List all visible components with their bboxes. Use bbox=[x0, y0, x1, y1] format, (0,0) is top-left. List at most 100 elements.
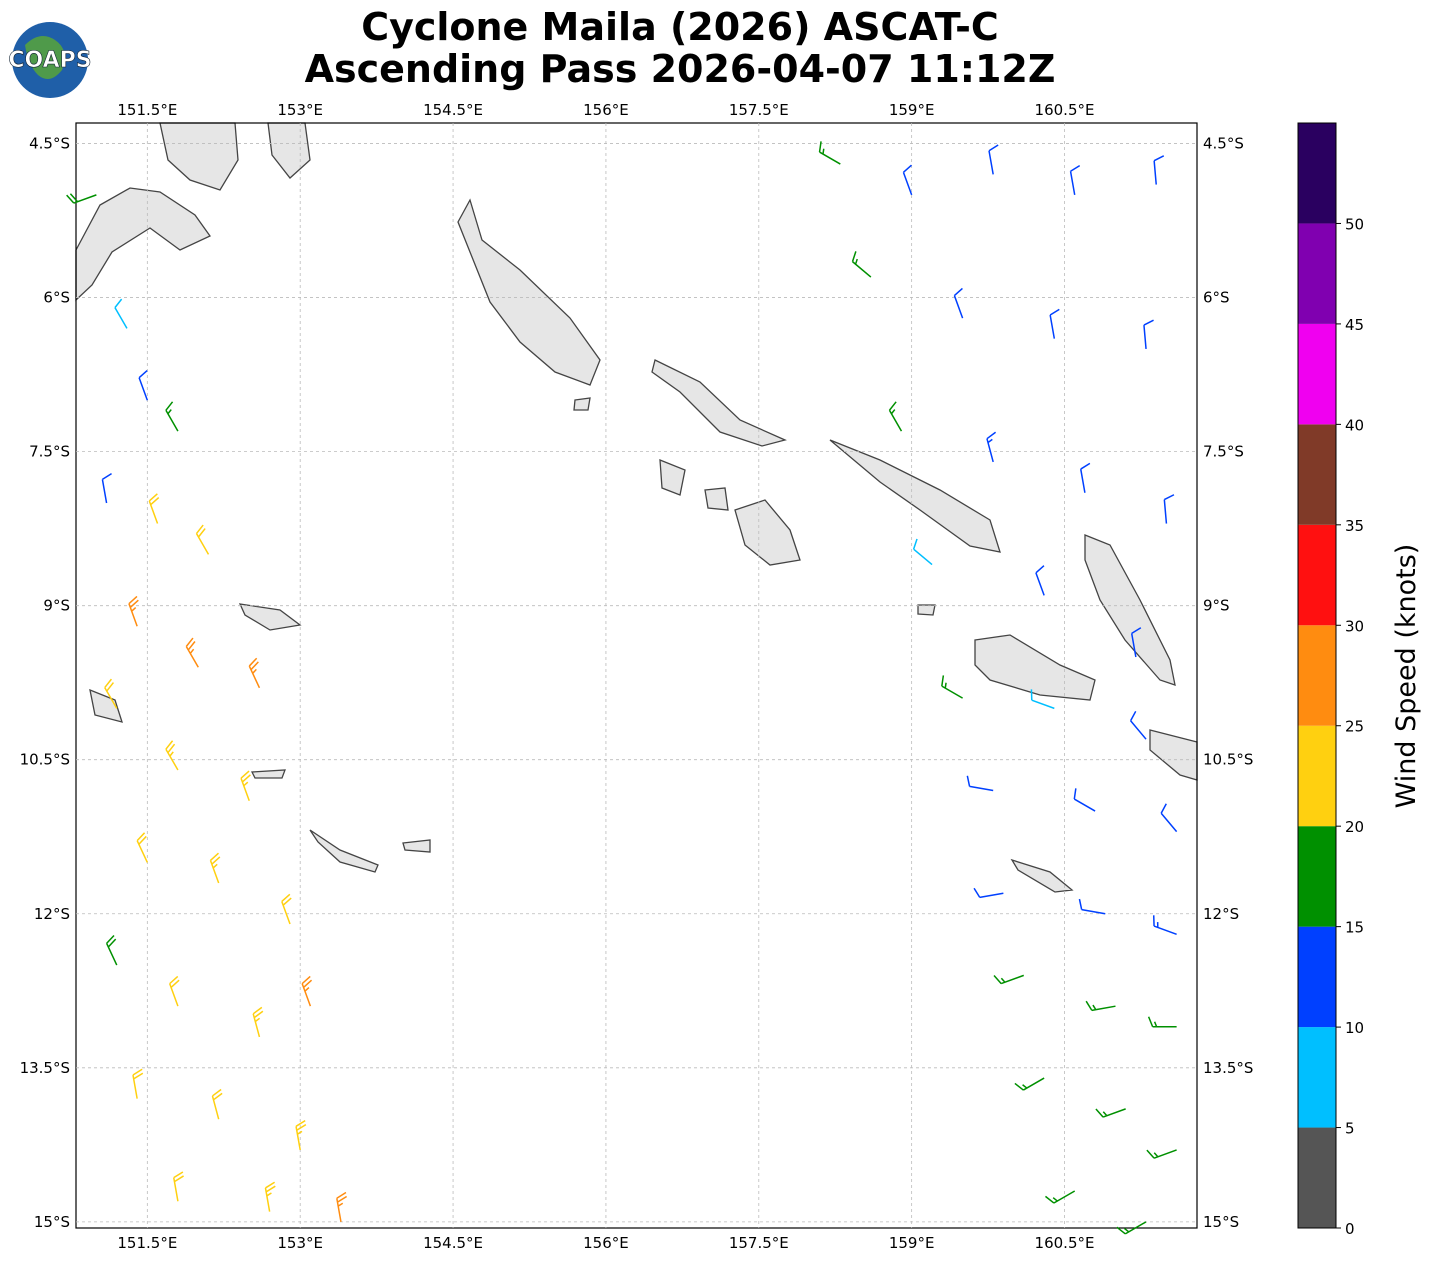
colorbar-bin bbox=[1298, 323, 1336, 425]
wind-barb bbox=[988, 144, 999, 175]
x-tick-label: 151.5°E bbox=[117, 1234, 177, 1252]
wind-barb bbox=[986, 431, 997, 463]
y-tick-label: 13.5°S bbox=[1203, 1059, 1253, 1077]
logo-text: COAPS bbox=[8, 48, 91, 73]
wind-barb bbox=[966, 775, 994, 792]
wind-barb bbox=[168, 975, 180, 1007]
y-tick-label: 15°S bbox=[34, 1213, 70, 1231]
wind-barb bbox=[209, 852, 221, 884]
wind-barb bbox=[1035, 565, 1045, 596]
title: Cyclone Maila (2026) ASCAT-C bbox=[361, 5, 999, 49]
wind-barb bbox=[104, 678, 118, 709]
x-tick-label: 153°E bbox=[277, 1234, 323, 1252]
wind-barb bbox=[851, 251, 872, 278]
wind-barb bbox=[1147, 1016, 1177, 1028]
wind-barbs bbox=[66, 141, 1178, 1235]
wind-barb bbox=[953, 287, 964, 319]
y-tick-label: 10.5°S bbox=[1203, 751, 1253, 769]
wind-barb bbox=[136, 832, 149, 863]
wind-barb bbox=[248, 657, 261, 689]
wind-barb bbox=[1044, 1190, 1076, 1204]
y-tick-label: 7.5°S bbox=[29, 443, 70, 461]
colorbar-bin bbox=[1298, 926, 1336, 1028]
colorbar-tick-label: 30 bbox=[1345, 617, 1364, 635]
colorbar-tick-label: 5 bbox=[1345, 1120, 1355, 1138]
colorbar-bin bbox=[1298, 725, 1336, 827]
wind-barb bbox=[336, 1191, 348, 1222]
wind-barb bbox=[1152, 915, 1177, 935]
x-tick-label: 153°E bbox=[277, 101, 323, 119]
y-tick-label: 12°S bbox=[1203, 905, 1239, 923]
wind-barb bbox=[165, 401, 179, 432]
x-tick-label: 159°E bbox=[889, 1234, 935, 1252]
colorbar-bin bbox=[1298, 625, 1336, 726]
wind-barb bbox=[1049, 308, 1060, 339]
y-tick-label: 9°S bbox=[43, 597, 70, 615]
wind-barb bbox=[148, 493, 160, 524]
wind-barb bbox=[993, 974, 1025, 985]
wind-barb bbox=[1153, 155, 1165, 185]
wind-barb bbox=[281, 893, 292, 925]
wind-barb bbox=[132, 1068, 144, 1099]
wind-barb bbox=[818, 141, 841, 165]
wind-barb bbox=[165, 740, 179, 771]
wind-barb bbox=[128, 595, 139, 627]
x-tick-label: 151.5°E bbox=[117, 101, 177, 119]
wind-barb bbox=[173, 1171, 184, 1202]
wind-barb bbox=[941, 675, 963, 699]
colorbar-bin bbox=[1298, 1127, 1336, 1228]
wind-barb bbox=[105, 934, 118, 966]
colorbar-frame bbox=[1297, 122, 1337, 1229]
colorbar-tick-label: 50 bbox=[1345, 215, 1364, 233]
x-tick-label: 159°E bbox=[889, 101, 935, 119]
wind-barb bbox=[264, 1181, 276, 1212]
wind-barb bbox=[211, 1088, 223, 1120]
x-tick-label: 154.5°E bbox=[423, 101, 483, 119]
colorbar-tick-label: 15 bbox=[1345, 919, 1364, 937]
y-tick-label: 9°S bbox=[1203, 597, 1230, 615]
colorbar-bin bbox=[1298, 1027, 1336, 1128]
wind-barb bbox=[301, 975, 313, 1007]
y-tick-label: 13.5°S bbox=[20, 1059, 70, 1077]
colorbar-tick-label: 10 bbox=[1345, 1019, 1364, 1037]
colorbar-bin bbox=[1298, 524, 1336, 626]
wind-barb bbox=[1116, 1221, 1147, 1235]
colorbar-tick-label: 45 bbox=[1345, 316, 1364, 334]
wind-barb bbox=[1095, 1108, 1126, 1118]
x-tick-label: 157.5°E bbox=[729, 101, 789, 119]
wind-barb bbox=[114, 298, 128, 329]
wind-barb bbox=[888, 401, 903, 432]
wind-barb bbox=[1030, 689, 1055, 710]
wind-barb bbox=[195, 524, 210, 555]
wind-barb bbox=[1143, 319, 1154, 349]
colorbar-tick-label: 35 bbox=[1345, 517, 1364, 535]
x-tick-label: 157.5°E bbox=[729, 1234, 789, 1252]
y-tick-label: 12°S bbox=[34, 905, 70, 923]
colorbar-bin bbox=[1298, 223, 1336, 324]
wind-barb bbox=[973, 887, 1004, 899]
wind-barb bbox=[252, 1006, 264, 1038]
wind-barb bbox=[1078, 898, 1106, 915]
y-tick-label: 4.5°S bbox=[1203, 135, 1244, 153]
wind-barb bbox=[185, 637, 199, 668]
land bbox=[75, 122, 1198, 893]
x-tick-label: 156°E bbox=[583, 101, 629, 119]
colorbar-label: Wind Speed (knots) bbox=[1391, 544, 1422, 809]
wind-barb bbox=[1069, 164, 1081, 196]
wind-barb bbox=[912, 538, 933, 566]
colorbar-tick-label: 0 bbox=[1345, 1220, 1355, 1238]
wind-barb bbox=[1073, 788, 1096, 812]
map-frame bbox=[75, 122, 1198, 1229]
y-tick-label: 10.5°S bbox=[20, 751, 70, 769]
wind-barb bbox=[1079, 462, 1091, 493]
y-tick-label: 4.5°S bbox=[29, 135, 70, 153]
wind-barb bbox=[1146, 1149, 1177, 1159]
colorbar-bin bbox=[1298, 826, 1336, 927]
x-tick-label: 160.5°E bbox=[1035, 1234, 1095, 1252]
colorbar-bin bbox=[1298, 123, 1336, 224]
colorbar-tick-label: 20 bbox=[1345, 818, 1364, 836]
wind-barb bbox=[902, 164, 913, 196]
logo-land bbox=[25, 36, 65, 79]
x-tick-label: 154.5°E bbox=[423, 1234, 483, 1252]
y-tick-label: 15°S bbox=[1203, 1213, 1239, 1231]
